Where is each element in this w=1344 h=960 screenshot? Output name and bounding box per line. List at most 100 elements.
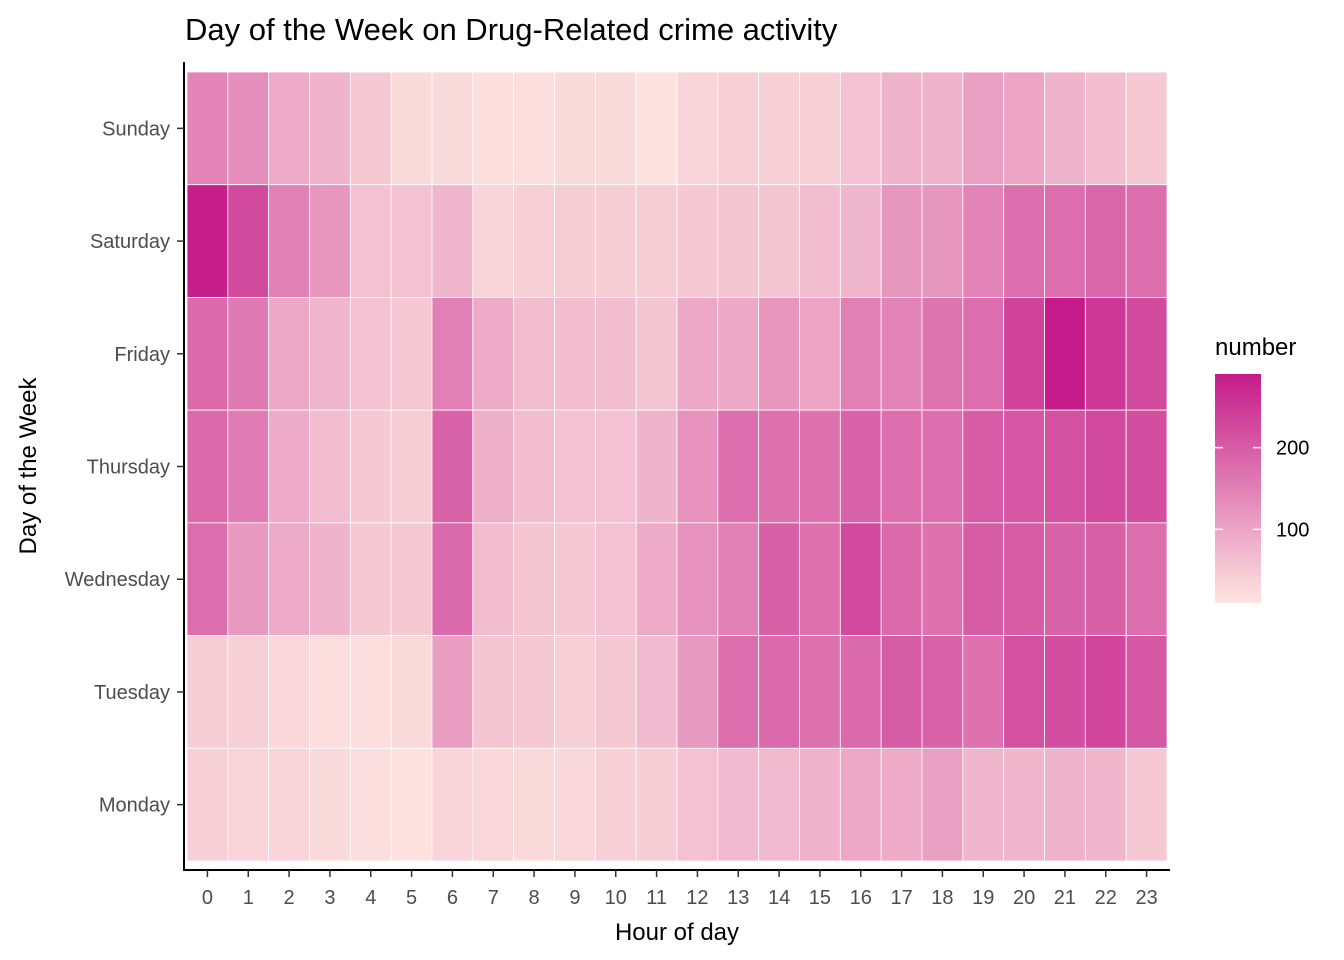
x-tick-label: 6: [447, 887, 458, 909]
heatmap-cell-tuesday-4: [349, 635, 392, 749]
heatmap-cell-thursday-2: [268, 409, 310, 524]
heatmap-cell-sunday-20: [1003, 71, 1045, 186]
heatmap-cell-friday-16: [839, 297, 882, 411]
x-axis-title: Hour of day: [615, 919, 739, 946]
heatmap-cell-sunday-23: [1125, 71, 1168, 186]
heatmap-cell-thursday-11: [635, 409, 678, 524]
heatmap-cell-thursday-20: [1003, 409, 1045, 524]
heatmap-cell-sunday-1: [227, 71, 270, 186]
heatmap-cell-tuesday-22: [1084, 635, 1127, 749]
heatmap-cell-thursday-9: [554, 409, 596, 524]
x-tick-label: 3: [324, 887, 335, 909]
heatmap-cell-sunday-16: [839, 71, 882, 186]
heatmap-cell-monday-21: [1044, 747, 1086, 862]
heatmap-cell-friday-0: [186, 297, 229, 411]
heatmap-cell-saturday-12: [676, 184, 719, 298]
y-tick-label: Thursday: [87, 457, 170, 479]
y-tick-label: Wednesday: [65, 569, 170, 591]
heatmap-cell-thursday-21: [1044, 409, 1086, 524]
heatmap-cell-thursday-7: [472, 409, 515, 524]
heatmap-cell-wednesday-12: [676, 522, 719, 636]
heatmap-cell-monday-13: [717, 747, 760, 862]
heatmap-cell-monday-11: [635, 747, 678, 862]
heatmap-cell-tuesday-18: [921, 635, 964, 749]
heatmap-cell-wednesday-13: [717, 522, 760, 636]
x-tick-label: 1: [243, 887, 254, 909]
heatmap-cell-friday-8: [513, 297, 555, 411]
heatmap-cell-monday-8: [513, 747, 555, 862]
heatmap-cell-tuesday-19: [962, 635, 1005, 749]
heatmap-cell-tuesday-13: [717, 635, 760, 749]
heatmap-cell-monday-4: [349, 747, 392, 862]
x-tick-label: 2: [284, 887, 295, 909]
heatmap-cell-saturday-16: [839, 184, 882, 298]
legend: number 100 200: [1215, 334, 1309, 603]
heatmap-cell-monday-3: [309, 747, 351, 862]
x-tick-label: 4: [365, 887, 376, 909]
heatmap-cell-sunday-12: [676, 71, 719, 186]
x-tick-label: 15: [809, 887, 831, 909]
heatmap-cell-wednesday-3: [309, 522, 351, 636]
heatmap-cell-sunday-18: [921, 71, 964, 186]
x-tick-label: 17: [890, 887, 912, 909]
heatmap-cell-friday-6: [431, 297, 474, 411]
heatmap-cell-friday-13: [717, 297, 760, 411]
heatmap-cell-tuesday-3: [309, 635, 351, 749]
heatmap-cell-tuesday-1: [227, 635, 270, 749]
heatmap-cell-thursday-22: [1084, 409, 1127, 524]
heatmap-cell-tuesday-12: [676, 635, 719, 749]
heatmap-cell-tuesday-7: [472, 635, 515, 749]
heatmap-cell-tuesday-21: [1044, 635, 1086, 749]
x-tick-label: 16: [850, 887, 872, 909]
heatmap-cell-saturday-21: [1044, 184, 1086, 298]
heatmap-cell-sunday-0: [186, 71, 229, 186]
heatmap-cell-tuesday-5: [390, 635, 433, 749]
heatmap-cell-thursday-17: [880, 409, 923, 524]
heatmap-cell-saturday-3: [309, 184, 351, 298]
heatmap-cell-friday-17: [880, 297, 923, 411]
heatmap-cell-friday-5: [390, 297, 433, 411]
heatmap-cell-monday-7: [472, 747, 515, 862]
heatmap-cell-wednesday-18: [921, 522, 964, 636]
heatmap-cell-sunday-10: [594, 71, 637, 186]
x-tick-label: 8: [529, 887, 540, 909]
heatmap-cell-friday-2: [268, 297, 310, 411]
heatmap-cell-wednesday-5: [390, 522, 433, 636]
chart-title: Day of the Week on Drug-Related crime ac…: [185, 12, 838, 47]
heatmap-cell-wednesday-1: [227, 522, 270, 636]
heatmap-cell-saturday-7: [472, 184, 515, 298]
heatmap-cell-wednesday-17: [880, 522, 923, 636]
heatmap-cell-tuesday-14: [758, 635, 800, 749]
heatmap-cell-sunday-8: [513, 71, 555, 186]
heatmap-cell-saturday-14: [758, 184, 800, 298]
heatmap-cell-thursday-14: [758, 409, 800, 524]
heatmap-cell-friday-19: [962, 297, 1005, 411]
heatmap-cell-saturday-2: [268, 184, 310, 298]
heatmap-cell-wednesday-16: [839, 522, 882, 636]
heatmap-cell-saturday-15: [799, 184, 841, 298]
heatmap-cell-tuesday-15: [799, 635, 841, 749]
heatmap-cell-thursday-12: [676, 409, 719, 524]
x-ticks: 0 1 2 3 4 5 6 7 8 9 10 11 12 13 14 15 16 17 18 19 20 21 22 23: [202, 870, 1158, 909]
legend-tick-label: 100: [1276, 519, 1309, 541]
heatmap-cell-saturday-20: [1003, 184, 1045, 298]
heatmap-cell-tuesday-20: [1003, 635, 1045, 749]
x-tick-label: 9: [569, 887, 580, 909]
heatmap-cell-monday-19: [962, 747, 1005, 862]
heatmap-cell-wednesday-15: [799, 522, 841, 636]
heatmap-cell-saturday-0: [186, 184, 229, 298]
heatmap-cell-tuesday-0: [186, 635, 229, 749]
heatmap-cell-thursday-8: [513, 409, 555, 524]
x-tick-label: 20: [1013, 887, 1035, 909]
heatmap-cell-tuesday-17: [880, 635, 923, 749]
heatmap-cell-saturday-8: [513, 184, 555, 298]
heatmap-cell-thursday-1: [227, 409, 270, 524]
heatmap-cell-friday-18: [921, 297, 964, 411]
heatmap-cell-sunday-7: [472, 71, 515, 186]
heatmap-cell-wednesday-6: [431, 522, 474, 636]
heatmap-cell-wednesday-19: [962, 522, 1005, 636]
heatmap-cell-wednesday-21: [1044, 522, 1086, 636]
heatmap-cell-monday-18: [921, 747, 964, 862]
x-tick-label: 22: [1095, 887, 1117, 909]
